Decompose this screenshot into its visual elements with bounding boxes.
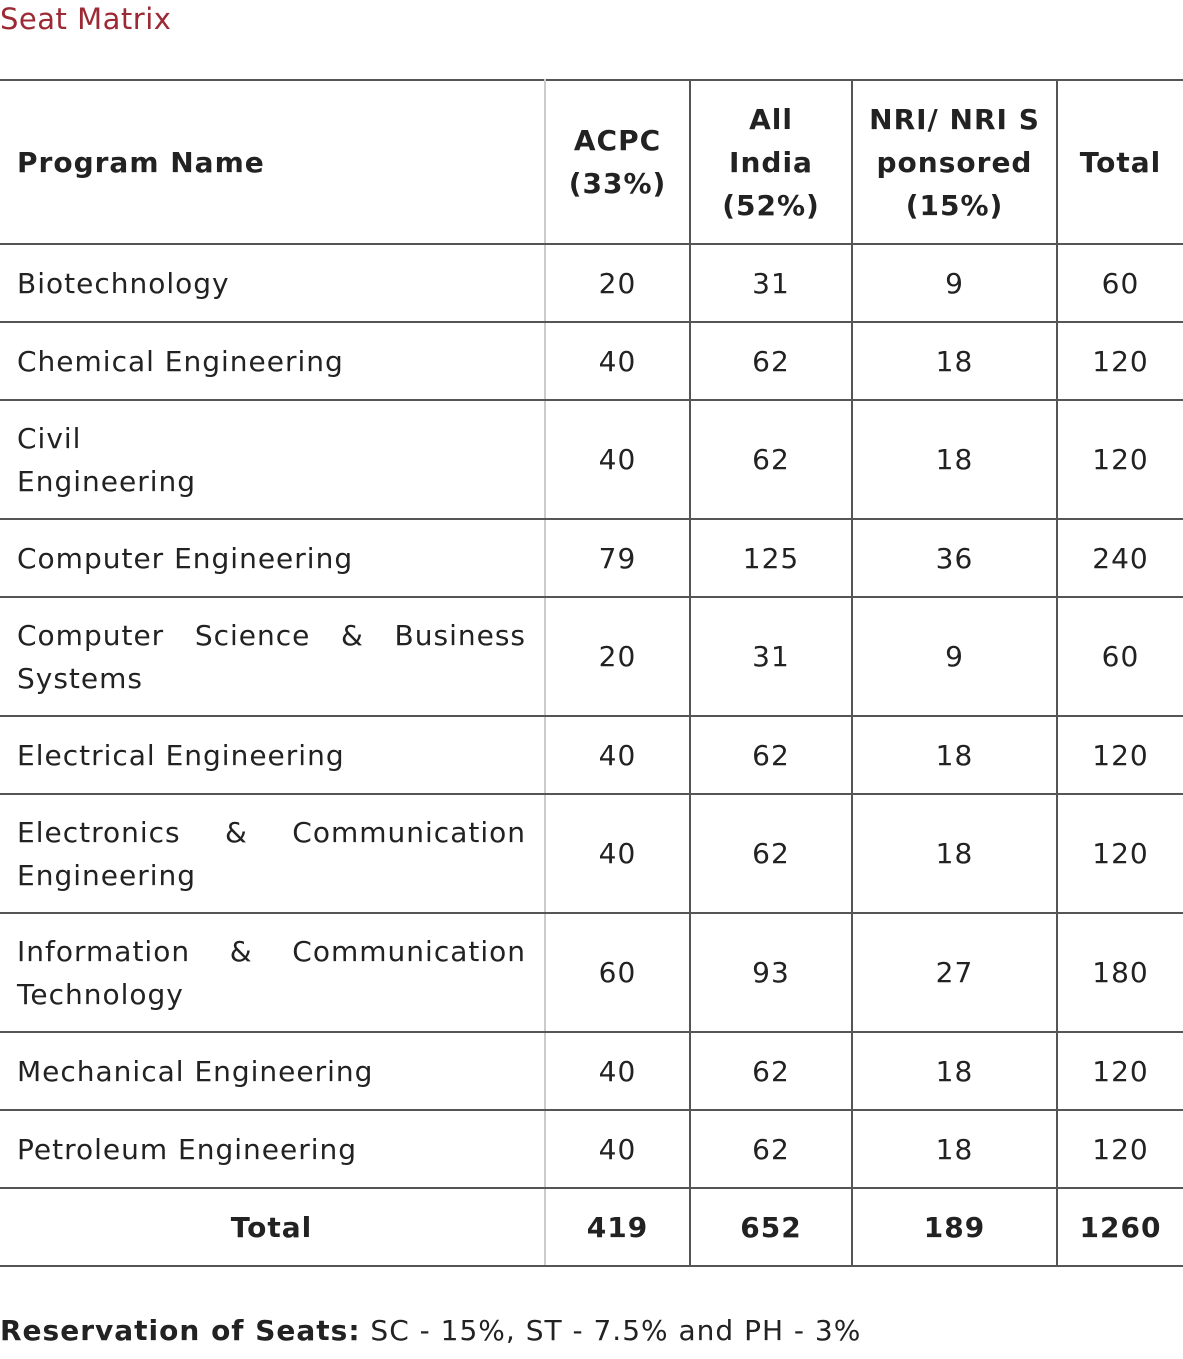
totals-nri: 189 — [852, 1187, 1058, 1267]
table-row: Electronics & Communication Engineering 4… — [0, 793, 1183, 914]
acpc-cell: 40 — [545, 1031, 691, 1111]
table-row: Civil Engineering 40 62 18 120 — [0, 399, 1183, 520]
total-cell: 60 — [1057, 596, 1183, 717]
page-title: Seat Matrix — [0, 2, 172, 36]
totals-all-india: 652 — [690, 1187, 853, 1267]
acpc-cell: 40 — [545, 399, 691, 520]
acpc-cell: 40 — [545, 321, 691, 401]
program-name-cell: Mechanical Engineering — [0, 1031, 546, 1111]
all-india-cell: 31 — [690, 243, 853, 323]
table-row: Chemical Engineering 40 62 18 120 — [0, 321, 1183, 401]
header-nri: NRI/ NRI Sponsored (15%) — [852, 79, 1058, 245]
all-india-cell: 62 — [690, 399, 853, 520]
header-row: Program Name ACPC (33%) All India (52%) … — [0, 79, 1183, 245]
program-name-cell: Electronics & Communication Engineering — [0, 793, 546, 914]
header-total: Total — [1057, 79, 1183, 245]
program-name-cell: Computer Science & Business Systems — [0, 596, 546, 717]
acpc-cell: 40 — [545, 715, 691, 795]
total-cell: 120 — [1057, 399, 1183, 520]
table-row: Information & Communication Technology 60… — [0, 912, 1183, 1033]
program-name-cell: Information & Communication Technology — [0, 912, 546, 1033]
program-name-cell: Civil Engineering — [0, 399, 546, 520]
total-cell: 120 — [1057, 1109, 1183, 1189]
total-cell: 120 — [1057, 321, 1183, 401]
total-cell: 120 — [1057, 1031, 1183, 1111]
acpc-cell: 20 — [545, 596, 691, 717]
totals-row: Total 419 652 189 1260 — [0, 1187, 1183, 1267]
header-all-india: All India (52%) — [690, 79, 853, 245]
nri-cell: 27 — [852, 912, 1058, 1033]
header-acpc: ACPC (33%) — [545, 79, 691, 245]
all-india-cell: 125 — [690, 518, 853, 598]
program-name-cell: Electrical Engineering — [0, 715, 546, 795]
nri-cell: 18 — [852, 1031, 1058, 1111]
program-name-cell: Chemical Engineering — [0, 321, 546, 401]
table-row: Petroleum Engineering 40 62 18 120 — [0, 1109, 1183, 1189]
nri-cell: 9 — [852, 243, 1058, 323]
all-india-cell: 62 — [690, 715, 853, 795]
header-program-name: Program Name — [0, 79, 546, 245]
acpc-cell: 20 — [545, 243, 691, 323]
nri-cell: 18 — [852, 715, 1058, 795]
nri-cell: 36 — [852, 518, 1058, 598]
total-cell: 120 — [1057, 793, 1183, 914]
nri-cell: 18 — [852, 399, 1058, 520]
acpc-cell: 40 — [545, 793, 691, 914]
table-row: Electrical Engineering 40 62 18 120 — [0, 715, 1183, 795]
table-row: Mechanical Engineering 40 62 18 120 — [0, 1031, 1183, 1111]
acpc-cell: 40 — [545, 1109, 691, 1189]
all-india-cell: 62 — [690, 1031, 853, 1111]
program-name-cell: Biotechnology — [0, 243, 546, 323]
table-row: Computer Engineering 79 125 36 240 — [0, 518, 1183, 598]
total-cell: 120 — [1057, 715, 1183, 795]
acpc-cell: 79 — [545, 518, 691, 598]
all-india-cell: 62 — [690, 321, 853, 401]
reservation-note: Reservation of Seats: SC - 15%, ST - 7.5… — [0, 1314, 861, 1347]
nri-cell: 9 — [852, 596, 1058, 717]
total-cell: 180 — [1057, 912, 1183, 1033]
nri-cell: 18 — [852, 793, 1058, 914]
program-name-cell: Petroleum Engineering — [0, 1109, 546, 1189]
total-cell: 240 — [1057, 518, 1183, 598]
program-name-cell: Computer Engineering — [0, 518, 546, 598]
total-cell: 60 — [1057, 243, 1183, 323]
all-india-cell: 62 — [690, 793, 853, 914]
totals-acpc: 419 — [545, 1187, 691, 1267]
totals-label: Total — [0, 1187, 546, 1267]
all-india-cell: 62 — [690, 1109, 853, 1189]
nri-cell: 18 — [852, 321, 1058, 401]
reservation-label: Reservation of Seats: — [0, 1314, 361, 1347]
table-row: Biotechnology 20 31 9 60 — [0, 243, 1183, 323]
nri-cell: 18 — [852, 1109, 1058, 1189]
totals-total: 1260 — [1057, 1187, 1183, 1267]
acpc-cell: 60 — [545, 912, 691, 1033]
seat-matrix-table: Program Name ACPC (33%) All India (52%) … — [0, 79, 1183, 1267]
all-india-cell: 31 — [690, 596, 853, 717]
reservation-text: SC - 15%, ST - 7.5% and PH - 3% — [360, 1314, 862, 1347]
table-row: Computer Science & Business Systems 20 31 9… — [0, 596, 1183, 717]
all-india-cell: 93 — [690, 912, 853, 1033]
